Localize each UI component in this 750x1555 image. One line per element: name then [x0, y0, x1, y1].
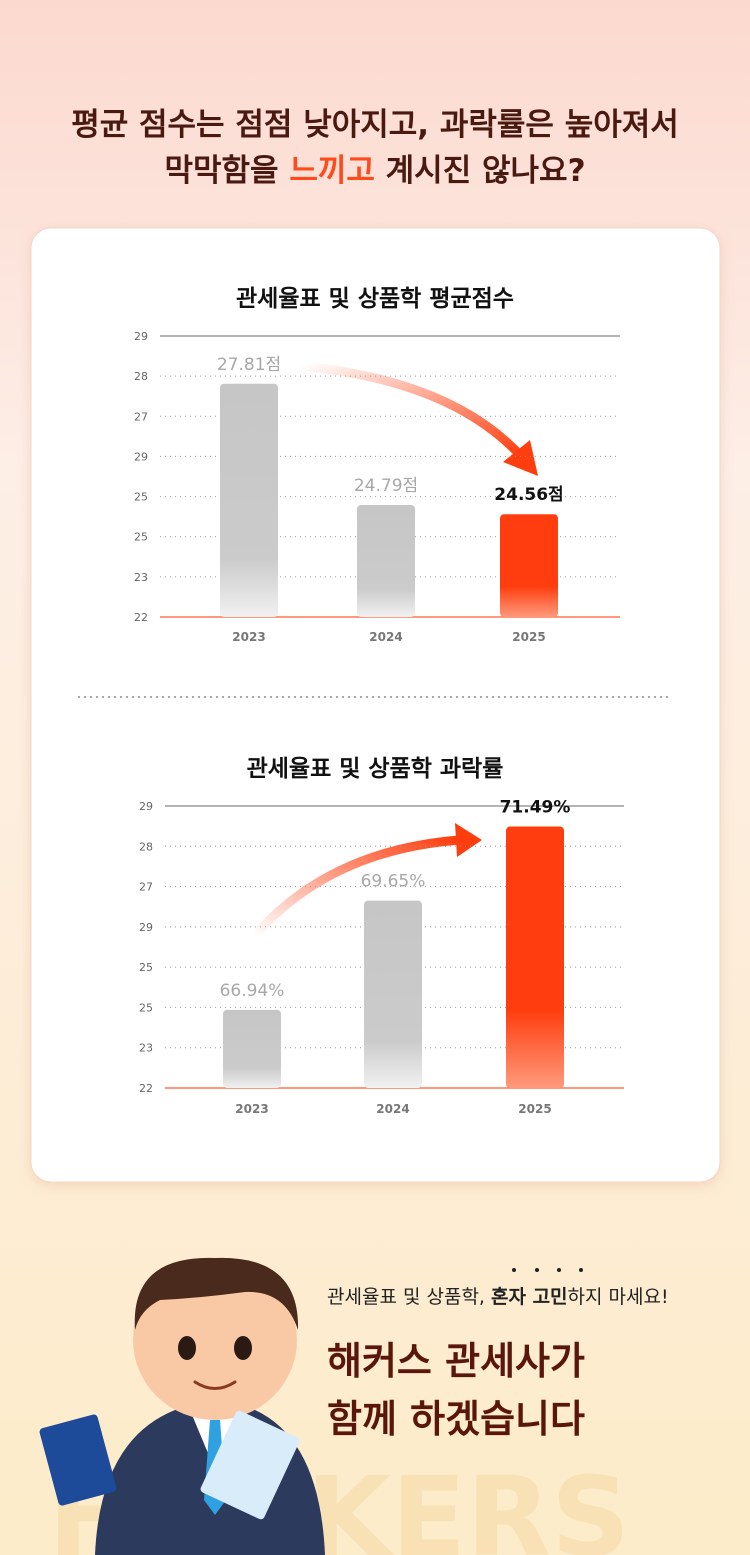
arrow-head [455, 823, 482, 857]
y-tick-label: 28 [139, 840, 153, 853]
y-tick-label: 29 [139, 800, 153, 813]
character [39, 1257, 325, 1555]
y-tick-label: 25 [139, 1001, 153, 1014]
y-tick-label: 23 [139, 1042, 153, 1055]
header-text: 계시진 않나요? [375, 153, 586, 189]
footer-text: 하지 마세요! [568, 1286, 669, 1308]
value-label: 27.81점 [217, 355, 281, 375]
x-tick-label: 2025 [512, 630, 545, 644]
bar [364, 900, 422, 1088]
value-label: 24.56점 [494, 485, 563, 505]
y-tick-label: 29 [139, 921, 153, 934]
charts: 관세율표 및 상품학 평균점수 29 28 27 29 25 25 23 22 2023 27.81… [134, 286, 624, 1116]
chart-title: 관세율표 및 상품학 평균점수 [236, 286, 514, 312]
bar [506, 826, 564, 1088]
arrow-head [503, 440, 538, 476]
footer-bold: 혼자 고민 [491, 1285, 568, 1308]
y-tick-label: 22 [139, 1082, 153, 1095]
y-tick-label: 23 [134, 571, 148, 584]
value-label: 71.49% [500, 798, 571, 818]
value-label: 66.94% [220, 981, 285, 1001]
x-tick-label: 2023 [235, 1102, 268, 1116]
bar [220, 383, 278, 617]
y-tick-label: 22 [134, 611, 148, 624]
value-label: 24.79점 [354, 476, 418, 496]
x-tick-label: 2024 [376, 1102, 409, 1116]
emphasis-dots [512, 1268, 583, 1272]
y-tick-label: 28 [134, 370, 148, 383]
chart-title: 관세율표 및 상품학 과락률 [247, 756, 504, 782]
y-tick-label: 27 [139, 881, 153, 894]
y-tick-label: 25 [139, 961, 153, 974]
x-tick-label: 2025 [518, 1102, 551, 1116]
trend-arrow [250, 835, 465, 940]
footer-big: 해커스 관세사가 [327, 1339, 585, 1383]
x-tick-label: 2024 [369, 630, 402, 644]
trend-arrow [295, 361, 525, 460]
footer-text: 관세율표 및 상품학, [327, 1286, 491, 1308]
bar [357, 505, 415, 617]
header-text: 막막함을 [164, 153, 289, 189]
y-tick-label: 29 [134, 330, 148, 343]
y-tick-label: 25 [134, 491, 148, 504]
header-line: 평균 점수는 점점 낮아지고, 과락률은 높아져서 [71, 107, 679, 143]
bar [223, 1009, 281, 1088]
y-tick-label: 25 [134, 531, 148, 544]
footer-big: 함께 하겠습니다 [327, 1397, 585, 1441]
bar [500, 514, 558, 617]
value-label: 69.65% [361, 872, 426, 892]
header-highlight: 느끼고 [289, 153, 375, 189]
y-tick-label: 27 [134, 410, 148, 423]
x-tick-label: 2023 [232, 630, 265, 644]
header-line: 막막함을 느끼고 계시진 않나요? [164, 153, 585, 189]
y-tick-label: 29 [134, 450, 148, 463]
footer-small: 관세율표 및 상품학, 혼자 고민하지 마세요! [327, 1285, 669, 1308]
